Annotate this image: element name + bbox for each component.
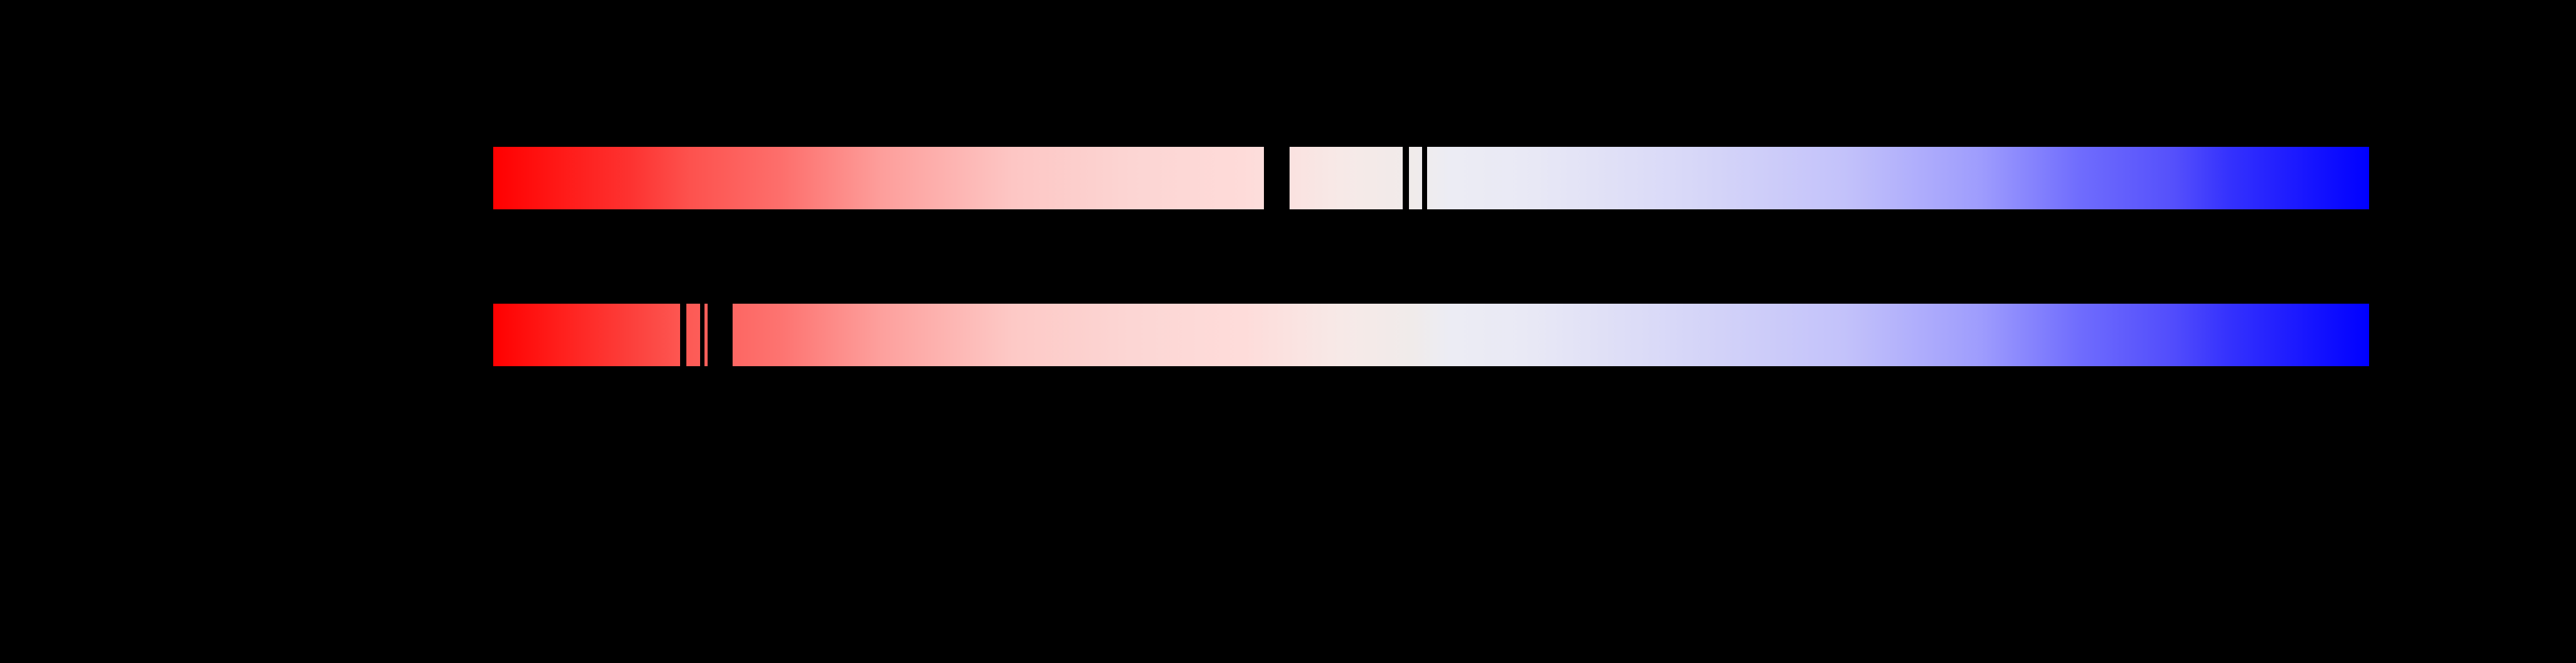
gradient-strip-top <box>493 146 2369 210</box>
thin-tick-marker-line <box>680 303 686 367</box>
gradient-strip-bottom <box>493 303 2369 367</box>
wide-gap-marker-line <box>708 303 733 367</box>
thin-tick-marker-line <box>700 303 704 367</box>
wide-gap-marker-line <box>1264 146 1290 210</box>
thin-tick-marker-line <box>1403 146 1409 210</box>
thin-tick-marker-line <box>1422 146 1427 210</box>
